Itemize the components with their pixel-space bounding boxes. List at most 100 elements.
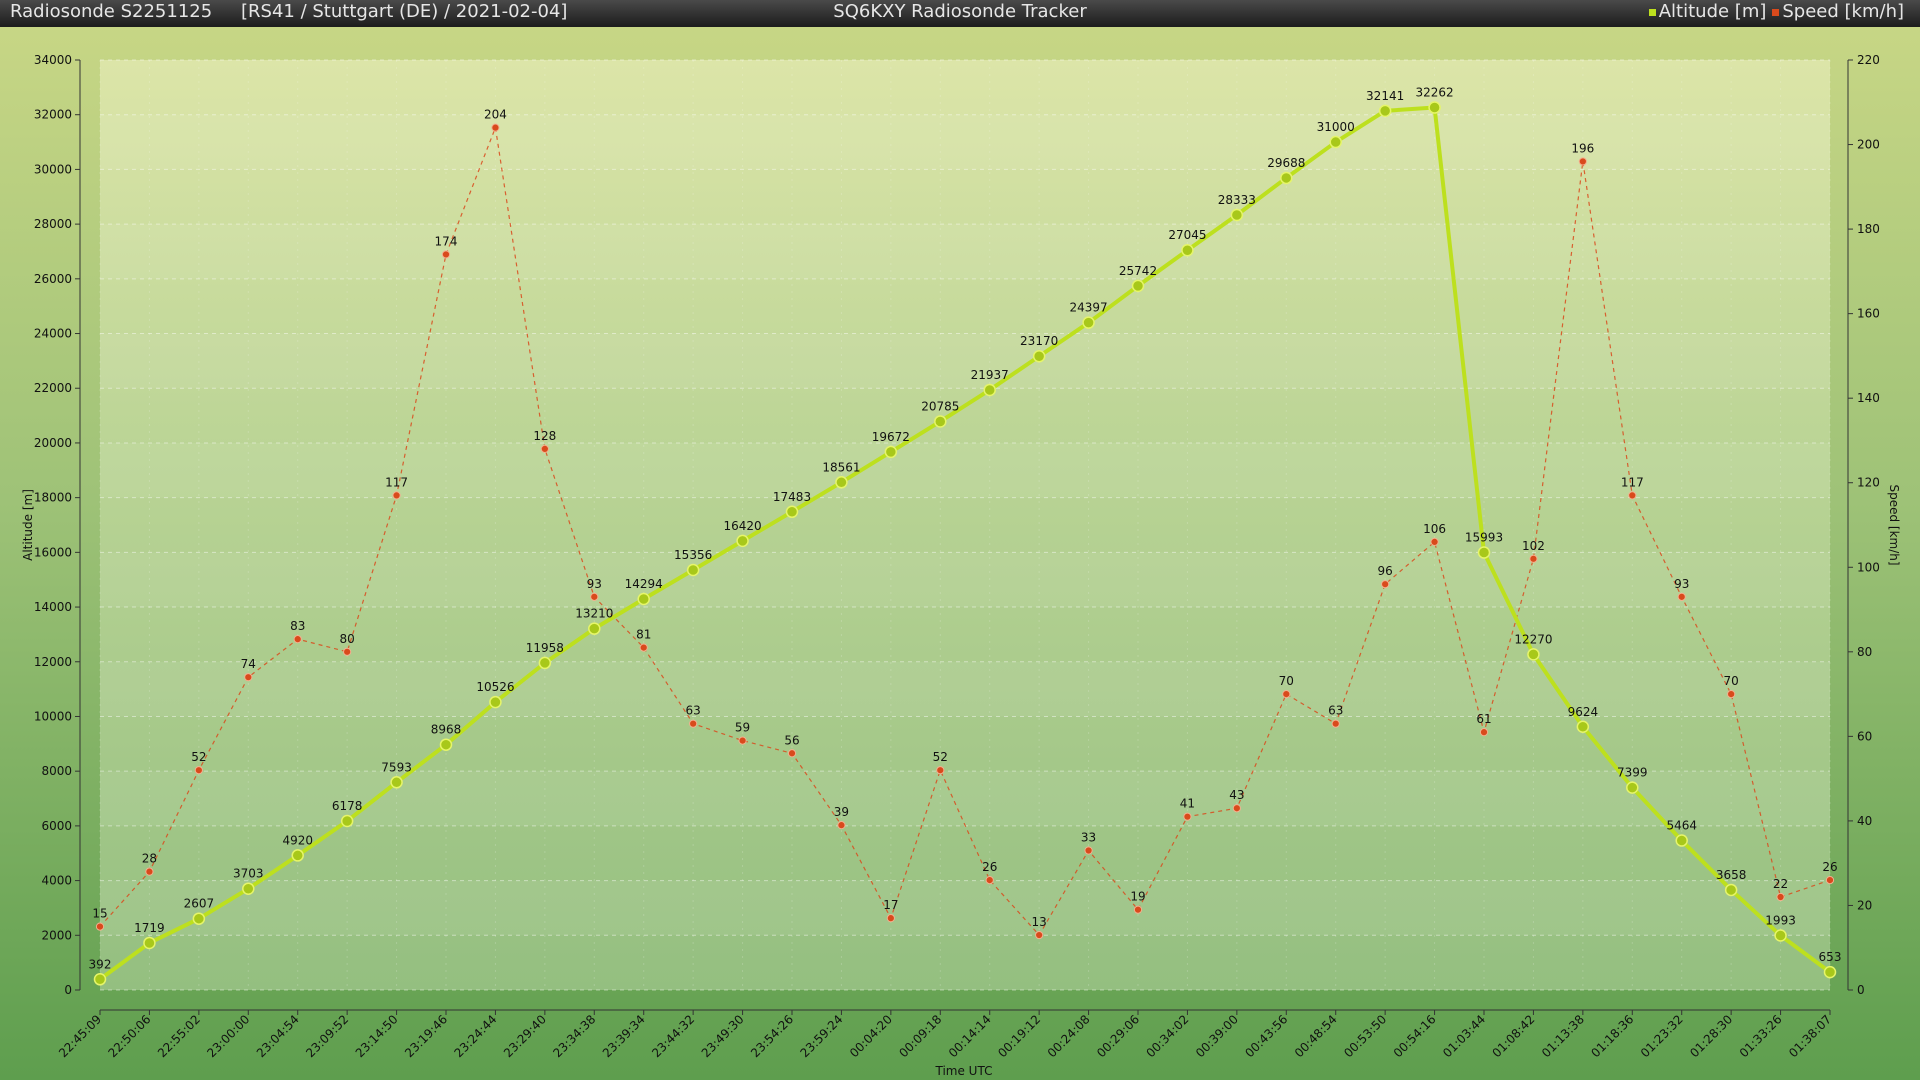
legend-label-speed: Speed [km/h] [1782,1,1904,22]
speed-point [886,914,895,923]
altitude-point [983,383,996,397]
series-speed: 15 28 52 74 83 80 117 174 204 128 93 81 63 59 56 39 17 52… [92,108,1838,940]
altitude-data-label: 392 [89,957,112,971]
speed-point [1084,846,1093,855]
grid-band [100,880,1830,936]
grid-band [100,552,1830,608]
altitude-point [1527,648,1540,661]
altitude-point [1774,929,1787,942]
altitude-point [1675,834,1688,847]
speed-point [1776,892,1785,902]
y-tick-label-left: 0 [64,983,72,997]
altitude-data-label: 32262 [1415,86,1453,100]
series-speed-line [99,125,1831,937]
speed-data-label: 63 [1328,704,1343,718]
speed-data-label: 80 [340,632,355,646]
chart-area: 0200040006000800010000120001400016000180… [0,27,1920,1080]
speed-data-label: 117 [385,475,408,489]
grid-band [100,442,1830,498]
y-tick-label-left: 10000 [34,709,72,723]
grid-band [100,661,1830,717]
speed-point [1578,157,1587,166]
altitude-data-label: 21937 [971,368,1009,382]
y-tick-label-left: 2000 [41,928,72,942]
altitude-point [736,534,749,548]
speed-data-label: 102 [1522,539,1545,553]
speed-data-label: 33 [1081,831,1096,845]
altitude-data-label: 16420 [723,519,761,533]
altitude-data-label: 14294 [625,577,663,591]
speed-point [689,719,698,728]
speed-point [787,749,797,758]
speed-point [985,875,994,885]
y-tick-label-left: 30000 [34,162,72,176]
altitude-point [143,936,156,950]
grid-band [100,114,1830,170]
grid-lines [99,59,1831,991]
altitude-data-label: 15993 [1465,531,1503,545]
speed-data-label: 52 [191,750,206,764]
altitude-data-label: 11958 [526,641,564,655]
speed-point [1133,905,1143,914]
y-tick-label-left: 6000 [41,819,72,833]
y-tick-label-left: 32000 [34,108,72,122]
altitude-point [489,695,502,709]
speed-data-label: 106 [1423,522,1446,536]
speed-point [1727,689,1736,699]
altitude-point [934,415,947,428]
plot-background [100,60,1830,990]
speed-data-label: 93 [1674,577,1689,591]
altitude-data-label: 20785 [921,399,959,413]
legend: Altitude [m] Speed [km/h] [1648,1,1904,22]
y-tick-label-left: 24000 [34,327,72,341]
y-tick-label-right: 200 [1857,138,1880,152]
series-altitude-line [98,105,1832,981]
legend-swatch-speed [1772,9,1780,16]
y-tick-labels-right: 0 20 40 60 80 100 120 140 160 180 200 220 [1848,53,1880,997]
altitude-data-label: 28333 [1218,193,1256,207]
altitude-point [1724,883,1738,897]
legend-swatch-altitude [1648,9,1656,16]
altitude-point [1181,243,1194,257]
altitude-data-label: 23170 [1020,334,1058,348]
speed-point [441,250,451,259]
speed-point [95,922,105,931]
y-tick-label-left: 34000 [34,53,72,67]
y-tick-label-right: 40 [1857,814,1872,828]
altitude-point [1032,349,1046,363]
speed-point [145,867,154,876]
altitude-point [1230,208,1244,222]
altitude-data-label: 31000 [1317,120,1355,134]
y-tick-label-left: 18000 [34,491,72,505]
altitude-data-label: 25742 [1119,264,1157,278]
y-tick-label-right: 180 [1857,222,1880,236]
y-tick-label-left: 8000 [41,764,72,778]
altitude-point [291,849,304,862]
y-tick-label-right: 80 [1857,645,1872,659]
speed-point [1232,804,1241,813]
speed-data-label: 96 [1378,564,1393,578]
altitude-data-label: 1719 [134,921,165,935]
altitude-point [1329,135,1342,149]
speed-data-label: 22 [1773,877,1788,891]
speed-point [1628,491,1637,500]
y-tick-label-left: 14000 [34,600,72,614]
altitude-data-label: 653 [1819,950,1842,964]
app-title: SQ6KXY Radiosonde Tracker [833,1,1087,22]
sonde-id: Radiosonde S2251125 [10,1,213,22]
series-altitude: 3921719260737034920617875938968105261195… [89,86,1842,986]
altitude-point [242,882,255,895]
speed-point [590,592,599,601]
sonde-info: [RS41 / Stuttgart (DE) / 2021-02-04] [241,1,568,22]
speed-data-label: 128 [533,429,556,443]
speed-data-label: 17 [883,898,898,912]
speed-data-label: 19 [1130,890,1145,904]
y-tick-label-left: 4000 [41,874,72,888]
speed-point [1183,812,1192,821]
legend-item-speed: Speed [km/h] [1772,1,1904,22]
speed-data-label: 63 [686,704,701,718]
altitude-data-label: 17483 [773,490,811,504]
y-tick-label-right: 120 [1857,476,1880,490]
speed-point [738,736,747,745]
altitude-data-label: 6178 [332,799,363,813]
